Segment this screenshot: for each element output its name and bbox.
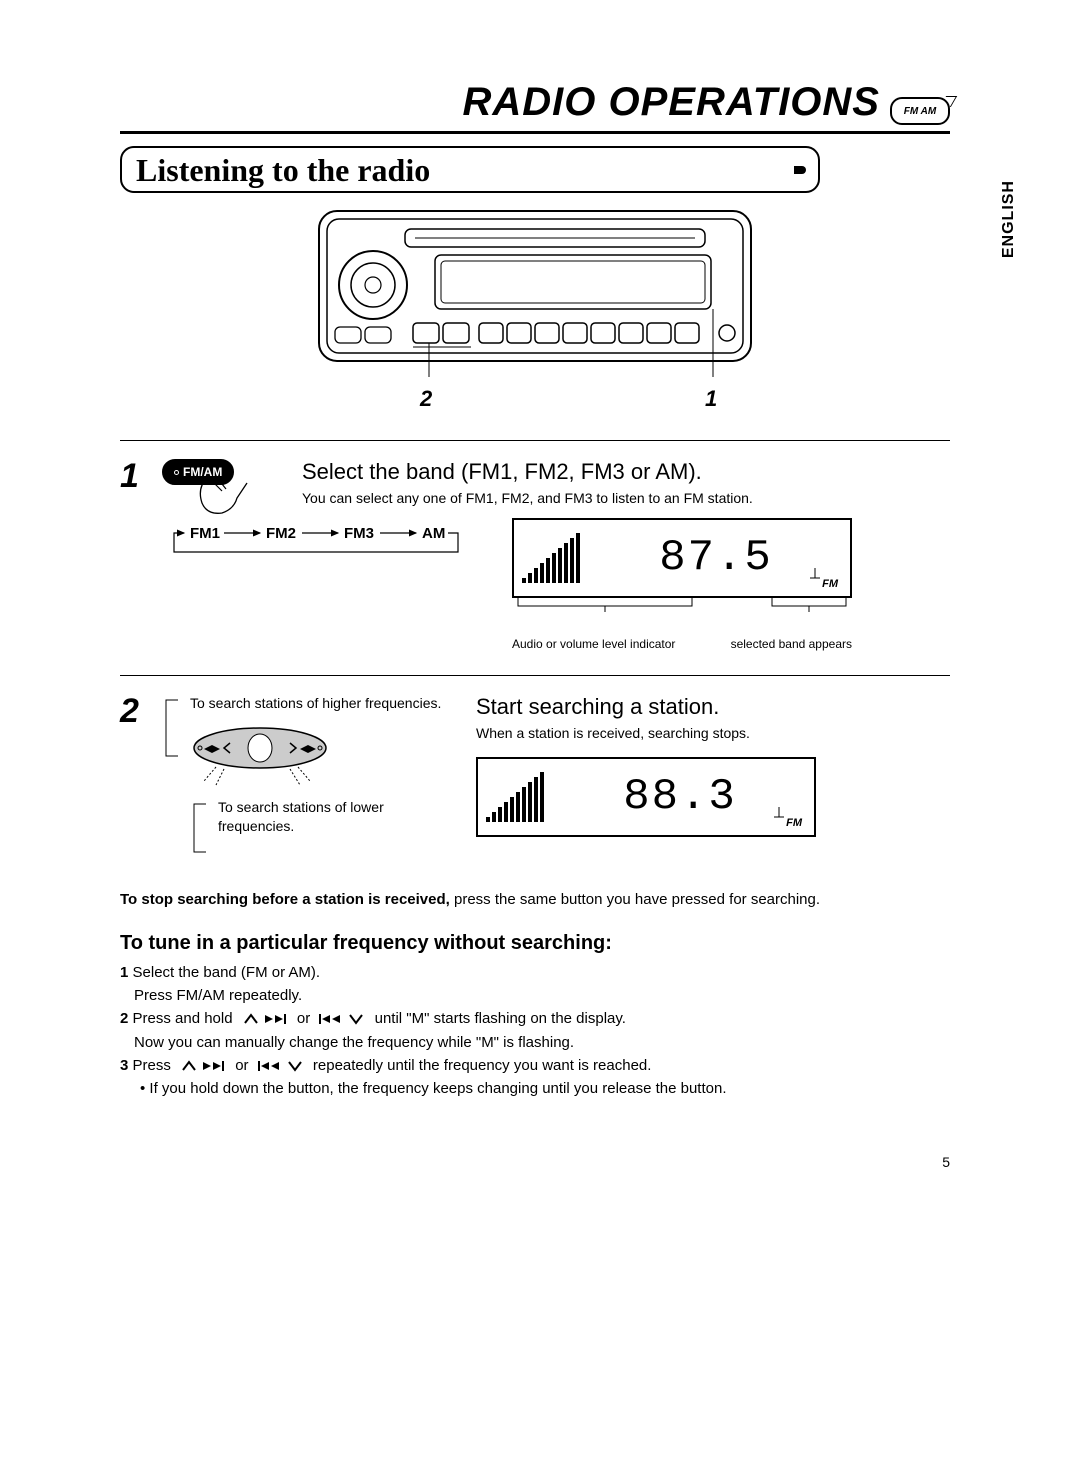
- up-next-icon: [237, 1012, 293, 1026]
- step-1: 1 FM/AM Select the band (FM1, FM2, FM3 o…: [120, 459, 950, 651]
- section-header: Listening to the radio: [120, 146, 820, 193]
- up-next-icon: [175, 1059, 231, 1073]
- step-2-left: To search stations of higher frequencies…: [162, 694, 462, 863]
- tune-3-bullet-text: If you hold down the button, the frequen…: [149, 1080, 726, 1097]
- antenna-icon: [808, 568, 822, 582]
- prev-down-icon: [253, 1059, 309, 1073]
- step-2-number: 2: [120, 694, 150, 863]
- tune-2-text-b: until "M" starts flashing on the display…: [375, 1010, 626, 1027]
- divider: [120, 440, 950, 441]
- tune-2-sub: Now you can manually change the frequenc…: [134, 1034, 574, 1051]
- tune-step-2: 2 Press and hold or until "M" starts fla…: [120, 1007, 950, 1054]
- svg-text:FM1: FM1: [190, 525, 220, 542]
- tune-2-or: or: [297, 1010, 315, 1027]
- step-1-sub: You can select any one of FM1, FM2, and …: [302, 489, 950, 508]
- callout-1: 1: [705, 386, 717, 412]
- tune-heading: To tune in a particular frequency withou…: [120, 932, 950, 955]
- search-higher-note: To search stations of higher frequencies…: [190, 694, 462, 713]
- step-2: 2 To search stations of higher frequenci…: [120, 694, 950, 863]
- band-cycle: FM1 FM2 FM3 AM: [162, 518, 482, 573]
- tune-3-or: or: [235, 1057, 253, 1074]
- language-tab: ENGLISH: [1000, 180, 1018, 258]
- tune-1-text: Select the band (FM or AM).: [128, 964, 320, 981]
- lcd-caption-right: selected band appears: [721, 637, 852, 651]
- search-lower-note: To search stations of lower frequencies.: [218, 798, 462, 863]
- antenna-icon: [772, 807, 786, 821]
- lead-line: [162, 694, 180, 863]
- page-number: 5: [942, 1154, 950, 1170]
- section-title: Listening to the radio: [136, 152, 430, 188]
- lcd-band-1: FM: [822, 578, 838, 590]
- lcd-display-2: 88.3 FM: [476, 757, 816, 837]
- band-cycle-diagram: FM1 FM2 FM3 AM: [162, 518, 482, 568]
- lcd-band-2: FM: [786, 817, 802, 829]
- tune-1-sub: Press FM/AM repeatedly.: [134, 987, 302, 1004]
- lcd-display-1: 87.5 FM: [512, 518, 852, 598]
- step-2-right: Start searching a station. When a statio…: [476, 694, 950, 863]
- step-2-heading: Start searching a station.: [476, 694, 950, 720]
- lcd-caption-left: Audio or volume level indicator: [512, 637, 721, 651]
- tune-step-3: 3 Press or repeatedly until the frequenc…: [120, 1054, 950, 1101]
- manual-page: RADIO OPERATIONS FM AM ENGLISH Listening…: [120, 80, 950, 1100]
- title-row: RADIO OPERATIONS FM AM: [120, 80, 950, 134]
- callout-2: 2: [420, 386, 432, 412]
- rocker-button-illustration: [190, 723, 350, 793]
- stop-searching-text: To stop searching before a station is re…: [120, 889, 950, 910]
- svg-text:AM: AM: [422, 525, 445, 542]
- badge-label: FM AM: [904, 106, 936, 117]
- step-1-number: 1: [120, 459, 150, 651]
- svg-text:FM2: FM2: [266, 525, 296, 542]
- stop-searching-bold: To stop searching before a station is re…: [120, 891, 450, 908]
- tune-3-bullet: • If you hold down the button, the frequ…: [140, 1077, 950, 1100]
- tune-list: 1 Select the band (FM or AM). Press FM/A…: [120, 961, 950, 1101]
- lcd-block-1: 87.5 FM Audio or volume level indicator …: [512, 518, 852, 651]
- prev-down-icon: [314, 1012, 370, 1026]
- radio-illustration: 2 1: [120, 205, 950, 430]
- svg-text:FM3: FM3: [344, 525, 374, 542]
- tune-step-1: 1 Select the band (FM or AM). Press FM/A…: [120, 961, 950, 1008]
- tune-3-text-a: Press: [128, 1057, 175, 1074]
- callouts: 2 1: [315, 390, 755, 430]
- stop-searching-rest: press the same button you have pressed f…: [450, 891, 820, 908]
- step-2-sub: When a station is received, searching st…: [476, 724, 950, 743]
- volume-indicator-icon: [486, 772, 546, 822]
- lcd-captions: Audio or volume level indicator selected…: [512, 637, 852, 651]
- fmam-button-illustration: FM/AM: [162, 459, 282, 508]
- volume-indicator-icon: [522, 533, 582, 583]
- tune-2-text-a: Press and hold: [128, 1010, 236, 1027]
- tune-3-text-b: repeatedly until the frequency you want …: [313, 1057, 652, 1074]
- fm-am-badge-icon: FM AM: [890, 97, 950, 125]
- step-1-heading: Select the band (FM1, FM2, FM3 or AM).: [302, 459, 950, 485]
- lcd-brackets: [512, 598, 852, 614]
- divider: [120, 675, 950, 676]
- page-title: RADIO OPERATIONS: [462, 80, 880, 125]
